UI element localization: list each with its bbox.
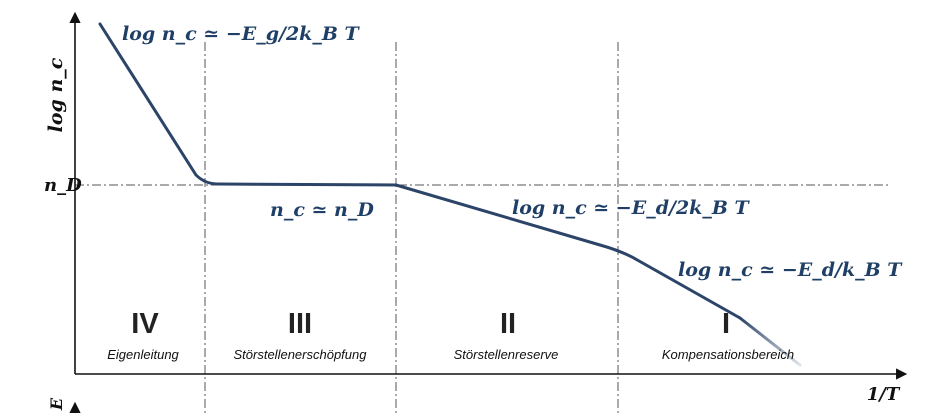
region-i-numeral: I bbox=[722, 308, 730, 340]
carrier-curve-tail bbox=[738, 316, 802, 367]
region-iii-numeral: III bbox=[288, 308, 312, 340]
lower-axis-label: E bbox=[47, 397, 66, 411]
region-iv-name: Eigenleitung bbox=[107, 347, 179, 362]
region-iv-numeral: IV bbox=[131, 308, 159, 340]
region-i-name: Kompensationsbereich bbox=[662, 347, 794, 362]
reserve-formula: log n_c ≃ −E_d/2k_B T bbox=[512, 197, 751, 219]
x-axis-label: 1/T bbox=[867, 384, 901, 405]
region-iii-name: Störstellenerschöpfung bbox=[234, 347, 368, 362]
compensation-formula: log n_c ≃ −E_d/k_B T bbox=[678, 259, 903, 281]
carrier-curve bbox=[98, 22, 742, 320]
nd-label: n_D bbox=[44, 175, 82, 196]
exhaustion-formula: n_c ≃ n_D bbox=[270, 199, 374, 221]
region-ii-name: Störstellenreserve bbox=[454, 347, 559, 362]
intrinsic-formula: log n_c ≃ −E_g/2k_B T bbox=[122, 23, 361, 45]
region-ii-numeral: II bbox=[500, 308, 516, 340]
y-axis-label: log n_c bbox=[45, 57, 67, 132]
